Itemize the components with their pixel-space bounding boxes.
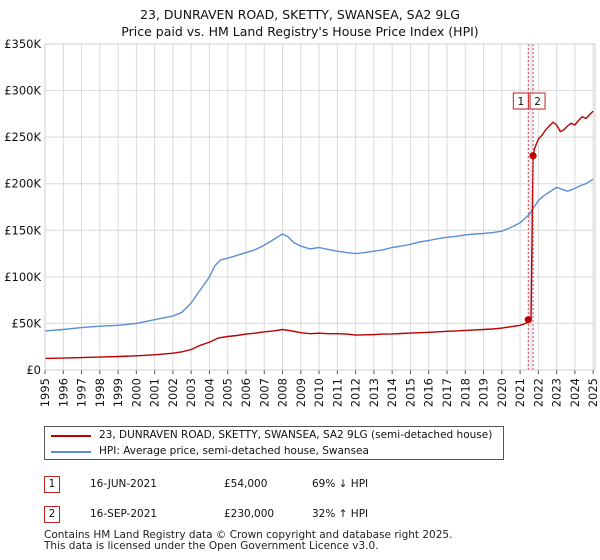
x-tick-label: 2019: [477, 378, 491, 407]
x-tick-label: 2000: [129, 378, 143, 407]
legend-label-hpi: HPI: Average price, semi-detached house,…: [99, 445, 369, 457]
transaction-point: [529, 152, 537, 160]
y-tick-label: £100K: [4, 270, 41, 284]
x-tick-label: 2014: [385, 378, 399, 407]
x-tick-label: 2002: [166, 378, 180, 407]
y-tick-label: £200K: [4, 177, 41, 191]
x-tick-label: 2007: [257, 378, 271, 407]
transaction-date: 16-JUN-2021: [90, 478, 157, 490]
transaction-price: £230,000: [224, 508, 275, 520]
x-tick-label: 2020: [495, 378, 509, 407]
x-tick-label: 2016: [422, 378, 436, 407]
transaction-point: [524, 316, 532, 324]
footer-attribution: Contains HM Land Registry data © Crown c…: [44, 530, 452, 552]
transaction-period-band: [528, 44, 534, 370]
transaction-badge: 2: [44, 506, 60, 523]
x-tick-label: 2009: [294, 378, 308, 407]
legend-swatch-hpi: [51, 451, 91, 453]
title-line-1: 23, DUNRAVEN ROAD, SKETTY, SWANSEA, SA2 …: [140, 7, 460, 22]
x-tick-label: 1999: [111, 378, 125, 407]
x-tick-label: 2003: [184, 378, 198, 407]
x-tick-label: 2008: [276, 378, 290, 407]
x-tick-label: 2023: [550, 378, 564, 407]
transaction-hpi-change: 32% ↑ HPI: [312, 508, 369, 520]
x-tick-label: 1996: [56, 378, 70, 407]
chart-title: 23, DUNRAVEN ROAD, SKETTY, SWANSEA, SA2 …: [0, 6, 600, 40]
transaction-marker-box: [529, 92, 546, 110]
y-tick-label: £50K: [12, 316, 42, 330]
transaction-marker-box: [512, 92, 529, 110]
x-tick-label: 1998: [93, 378, 107, 407]
series-line-property: [44, 110, 594, 360]
x-tick-label: 2010: [312, 378, 326, 407]
chart-legend: 23, DUNRAVEN ROAD, SKETTY, SWANSEA, SA2 …: [44, 426, 504, 460]
transaction-badge: 1: [44, 476, 60, 493]
y-tick-label: £0: [26, 363, 41, 377]
plot-background: [45, 44, 595, 370]
x-tick-label: 2012: [349, 378, 363, 407]
title-line-2: Price paid vs. HM Land Registry's House …: [121, 24, 479, 39]
x-tick-label: 2006: [239, 378, 253, 407]
x-tick-label: 2022: [531, 378, 545, 407]
series-line-hpi: [44, 178, 594, 332]
x-tick-label: 2021: [513, 378, 527, 407]
y-tick-label: £150K: [4, 223, 41, 237]
transaction-price: £54,000: [224, 478, 268, 490]
x-tick-label: 2024: [568, 378, 582, 407]
footer-line-1: Contains HM Land Registry data © Crown c…: [44, 529, 453, 541]
x-tick-label: 1995: [38, 378, 52, 407]
transaction-hpi-change: 69% ↓ HPI: [312, 478, 369, 490]
x-tick-label: 2011: [330, 378, 344, 407]
transaction-marker-label: 2: [534, 96, 541, 108]
y-tick-label: £250K: [4, 130, 41, 144]
x-tick-label: 1997: [75, 378, 89, 407]
x-tick-label: 2013: [367, 378, 381, 407]
x-tick-label: 2005: [221, 378, 235, 407]
price-chart: £0 £50K £100K £150K £200K £250K £300K £350K 1995…: [4, 37, 600, 407]
transaction-marker-label: 1: [517, 96, 524, 108]
transaction-date: 16-SEP-2021: [90, 508, 158, 520]
footer-line-2: This data is licensed under the Open Gov…: [44, 540, 379, 552]
x-tick-label: 2001: [148, 378, 162, 407]
x-tick-label: 2025: [586, 378, 600, 407]
x-tick-label: 2004: [202, 378, 216, 407]
x-tick-label: 2017: [440, 378, 454, 407]
x-tick-label: 2015: [403, 378, 417, 407]
y-tick-label: £300K: [4, 84, 41, 98]
legend-label-property: 23, DUNRAVEN ROAD, SKETTY, SWANSEA, SA2 …: [99, 429, 493, 441]
y-tick-label: £350K: [4, 37, 41, 51]
plot-frame: [44, 43, 596, 371]
legend-swatch-property: [51, 435, 91, 437]
x-tick-label: 2018: [458, 378, 472, 407]
